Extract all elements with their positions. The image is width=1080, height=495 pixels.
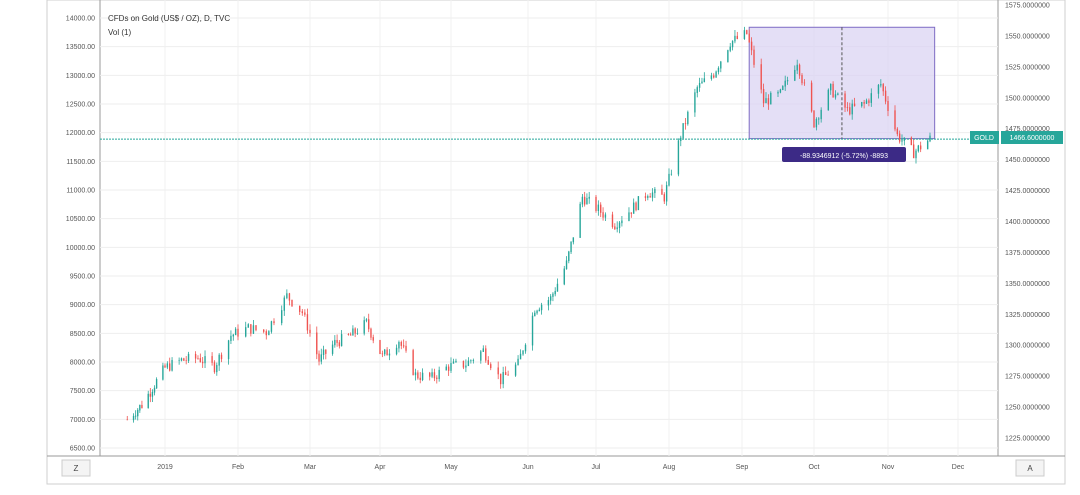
left-tick-label: 8000.00: [70, 360, 95, 367]
time-tick-label: Mar: [304, 464, 317, 471]
time-tick-label: 2019: [157, 464, 173, 471]
symbol-tag-background: [970, 131, 999, 144]
price-tag-background: [1001, 131, 1063, 144]
right-tick-label: 1300.0000000: [1005, 343, 1050, 350]
right-tick-label: 1225.0000000: [1005, 436, 1050, 443]
right-tick-label: 1250.0000000: [1005, 405, 1050, 412]
time-tick-label: Feb: [232, 464, 244, 471]
left-price-scale[interactable]: 14000.00 13500.00 13000.00 12500.00 12000.00…: [66, 16, 95, 453]
indicator-label: Vol (1): [108, 28, 131, 37]
time-tick-label: Dec: [952, 464, 965, 471]
right-tick-label: 1575.0000000: [1005, 3, 1050, 10]
timezone-button-label: Z: [74, 464, 79, 473]
right-tick-label: 1450.0000000: [1005, 157, 1050, 164]
left-tick-label: 13000.00: [66, 73, 95, 80]
time-tick-label: Sep: [736, 464, 749, 471]
right-tick-label: 1500.0000000: [1005, 95, 1050, 102]
price-tag: 1466.6000000: [1010, 135, 1055, 142]
left-tick-label: 9000.00: [70, 302, 95, 309]
time-tick-label: Apr: [375, 464, 387, 471]
left-tick-label: 7500.00: [70, 388, 95, 395]
right-tick-label: 1400.0000000: [1005, 219, 1050, 226]
right-tick-label: 1425.0000000: [1005, 188, 1050, 195]
left-tick-label: 10500.00: [66, 216, 95, 223]
right-tick-label: 1275.0000000: [1005, 374, 1050, 381]
timezone-button[interactable]: [61, 459, 91, 477]
left-tick-label: 10000.00: [66, 245, 95, 252]
time-tick-label: Jul: [592, 464, 601, 471]
time-tick-label: Aug: [663, 464, 676, 471]
left-tick-label: 12500.00: [66, 102, 95, 109]
left-tick-label: 7000.00: [70, 417, 95, 424]
right-tick-label: 1525.0000000: [1005, 64, 1050, 71]
left-tick-label: 11000.00: [66, 188, 95, 195]
time-tick-label: Jun: [522, 464, 533, 471]
left-tick-label: 14000.00: [66, 16, 95, 23]
right-tick-label: 1375.0000000: [1005, 250, 1050, 257]
right-tick-label: 1350.0000000: [1005, 281, 1050, 288]
measure-tool[interactable]: [748, 26, 936, 140]
left-tick-label: 12000.00: [66, 130, 95, 137]
time-tick-label: Oct: [809, 464, 820, 471]
time-tick-label: Nov: [882, 464, 895, 471]
left-tick-label: 8500.00: [70, 331, 95, 338]
symbol-tag: GOLD: [974, 135, 994, 142]
right-tick-label: 1475.0000000: [1005, 126, 1050, 133]
auto-scale-button-label: A: [1027, 464, 1033, 473]
left-tick-label: 6500.00: [70, 446, 95, 453]
left-tick-label: 13500.00: [66, 44, 95, 51]
candles: [126, 26, 931, 423]
measure-label: -88.9346912 (-5.72%) -8893: [800, 153, 888, 160]
time-scale[interactable]: 2019 Feb Mar Apr May Jun Jul Aug Sep Oct Nov Dec: [157, 464, 965, 471]
auto-scale-button[interactable]: [1015, 459, 1045, 477]
right-tick-label: 1550.0000000: [1005, 33, 1050, 40]
right-tick-label: 1325.0000000: [1005, 312, 1050, 319]
chart-title: CFDs on Gold (US$ / OZ), D, TVC: [108, 14, 230, 23]
measure-label-background: [782, 147, 906, 162]
left-tick-label: 11500.00: [66, 159, 95, 166]
time-tick-label: May: [444, 464, 458, 471]
left-tick-label: 9500.00: [70, 274, 95, 281]
right-price-scale[interactable]: 1575.0000000 1550.0000000 1525.0000000 1500…: [1005, 3, 1050, 443]
